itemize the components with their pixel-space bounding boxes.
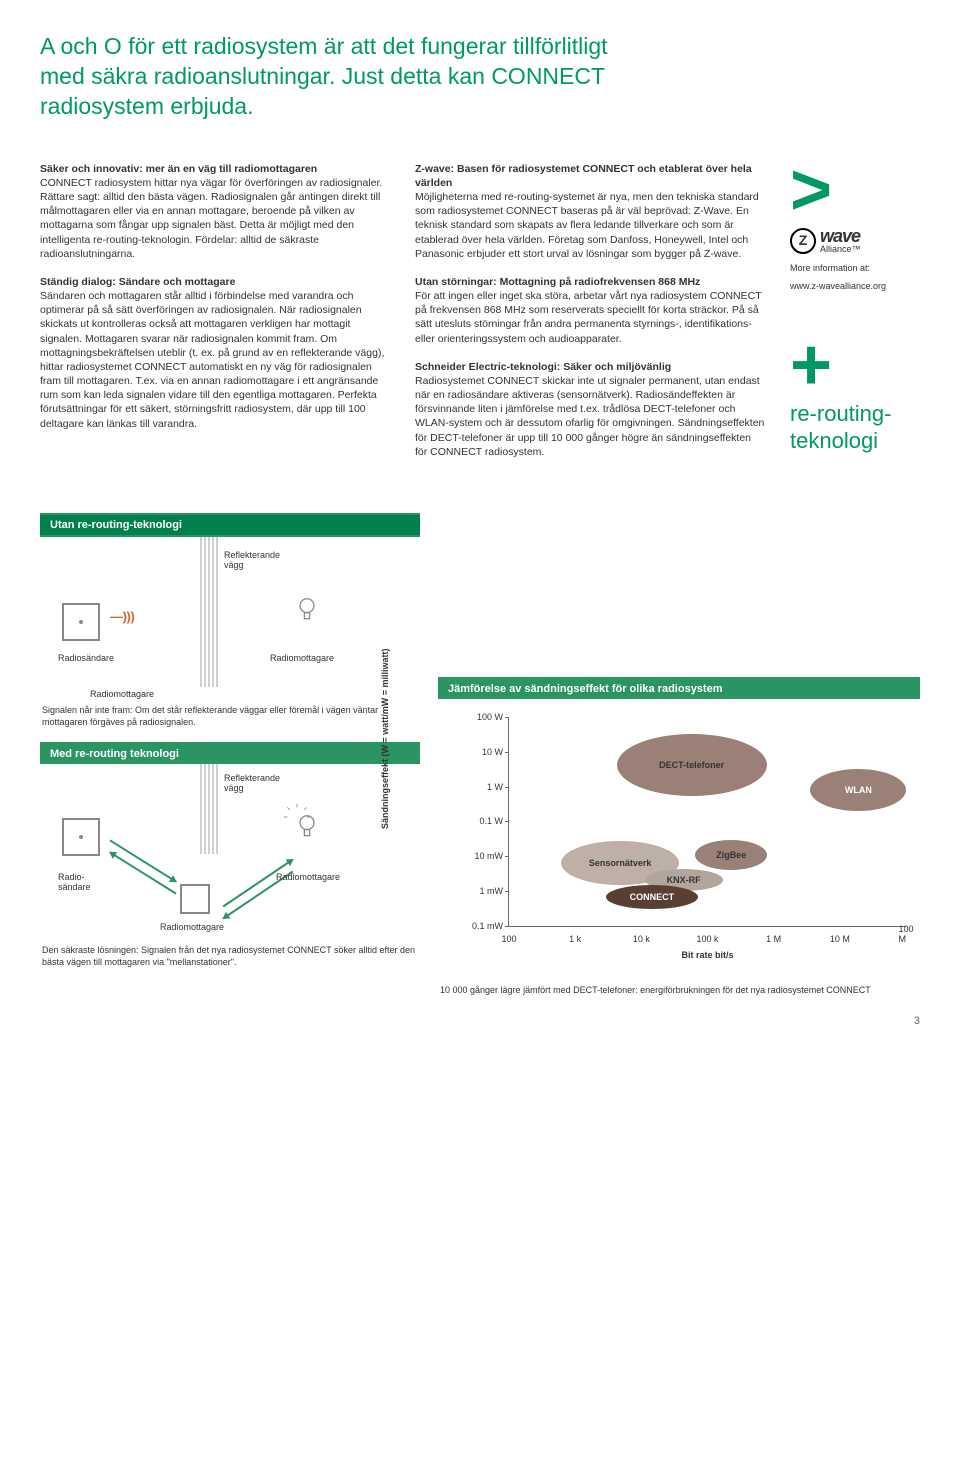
page-number: 3 [40,1015,920,1027]
col2-h1: Z-wave: Basen för radiosystemet CONNECT … [415,163,752,189]
label-radiomottagare-mid: Radiomottagare [40,687,420,699]
wall-label-1: Reflekterande vägg [224,551,280,571]
label-radiomottagare-1: Radiomottagare [270,653,334,663]
xtick: 100 [501,934,516,944]
col2-p3: Radiosystemet CONNECT skickar inte ut si… [415,375,764,458]
col2-h2: Utan störningar: Mottagning på radiofrek… [415,276,700,288]
col1-p1: CONNECT radiosystem hittar nya vägar för… [40,177,382,260]
zwave-z-icon: Z [790,228,816,254]
chart-bubble: DECT-telefoner [617,734,767,796]
zwave-wave: wave [820,227,861,245]
ytick: 0.1 mW [459,921,503,931]
reroute-label-2: teknologi [790,429,920,452]
switch-icon-2 [62,818,100,856]
ytick: 10 W [459,747,503,757]
col1-p2: Sändaren och mottagaren står alltid i fö… [40,290,384,430]
med-title: Med re-routing teknologi [40,744,420,764]
diagram-utan: Utan re-routing-teknologi Reflekterande … [40,513,420,687]
label-radiomottagare-3: Radiomottagare [160,922,224,932]
utan-title: Utan re-routing-teknologi [40,515,420,537]
text-columns: Säker och innovativ: mer än en väg till … [40,162,920,473]
zwave-info1: More information at: [790,262,920,274]
side-column: > Z wave Alliance™ More information at: … [790,162,920,473]
xtick: 10 M [830,934,850,944]
col2-p1: Möjligheterna med re-routing-systemet är… [415,191,759,260]
chart-xlabel: Bit rate bit/s [509,950,906,960]
switch-icon [62,603,100,641]
bulb-icon [294,597,320,623]
col2-p2: För att ingen eller inget ska störa, arb… [415,290,761,345]
label-radiosandare-1: Radiosändare [58,653,114,663]
zwave-logo: Z wave Alliance™ [790,227,920,254]
column-1: Säker och innovativ: mer än en väg till … [40,162,391,473]
column-2: Z-wave: Basen för radiosystemet CONNECT … [415,162,766,473]
chart-bubble: WLAN [810,769,906,811]
reroute-label-1: re-routing- [790,402,920,425]
xtick: 100 M [898,924,913,944]
intro-heading: A och O för ett radiosystem är att det f… [40,32,620,122]
chart-title: Jämförelse av sändningseffekt för olika … [438,679,920,699]
xtick: 10 k [633,934,650,944]
zwave-info2: www.z-wavealliance.org [790,280,920,292]
diagram-chart: Jämförelse av sändningseffekt för olika … [438,513,920,995]
gt-symbol: > [790,162,920,220]
caption-chart: 10 000 gånger lägre jämfört med DECT-tel… [438,979,920,995]
xtick: 1 M [766,934,781,944]
col1-h2: Ständig dialog: Sändare och mottagare [40,276,235,288]
chart-area: Bit rate bit/s 100 W10 W1 W0.1 W10 mW1 m… [508,717,906,927]
diagram-row: Utan re-routing-teknologi Reflekterande … [40,513,920,995]
diagram-left: Utan re-routing-teknologi Reflekterande … [40,513,420,995]
chart-bubble: ZigBee [695,840,767,870]
ytick: 10 mW [459,851,503,861]
xtick: 1 k [569,934,581,944]
label-radio-sandare-split: Radio- sändare [58,872,91,892]
ytick: 1 W [459,782,503,792]
bulb-on-icon [294,814,320,840]
plus-symbol: + [790,337,920,395]
label-radiomottagare-2: Radiomottagare [276,872,340,882]
caption-med: Den säkraste lösningen: Signalen från de… [40,939,420,982]
wave-icon: — ) ) ) [110,609,133,624]
chart-bubble: CONNECT [606,885,698,909]
xtick: 100 k [696,934,718,944]
chart-ylabel: Sändningseffekt (W = watt/mW = milliwatt… [380,648,390,829]
ytick: 100 W [459,712,503,722]
wall-label-2: Reflekterande vägg [224,774,280,794]
ytick: 0.1 W [459,816,503,826]
diagram-med: Med re-routing teknologi Reflekterande v… [40,742,420,939]
ytick: 1 mW [459,886,503,896]
caption-utan: Signalen når inte fram: Om det står refl… [40,699,420,742]
relay-switch-icon [180,884,210,914]
zwave-alliance: Alliance™ [820,245,861,254]
col1-h1: Säker och innovativ: mer än en väg till … [40,163,317,175]
col2-h3: Schneider Electric-teknologi: Säker och … [415,361,671,373]
